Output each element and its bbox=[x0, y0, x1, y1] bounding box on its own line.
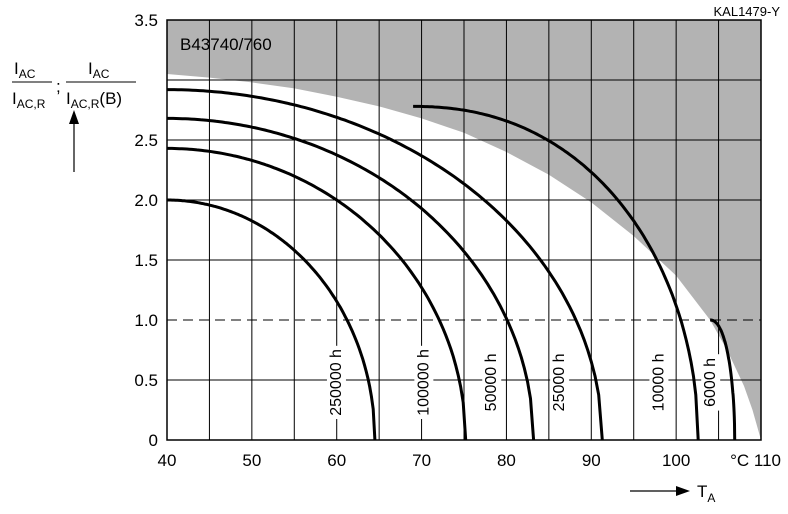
curve-label-bg bbox=[701, 354, 721, 411]
plot-frame bbox=[166, 19, 762, 441]
forbidden-region bbox=[167, 20, 761, 440]
curve-label-250000-h: 250000 h bbox=[328, 349, 345, 416]
x-tick-label: 50 bbox=[242, 451, 261, 470]
x-tick-label: 70 bbox=[412, 451, 431, 470]
y-label-separator: ; bbox=[56, 77, 61, 96]
curve-labels: 250000 h 100000 h 50000 h 25000 h 10000 h 600… bbox=[326, 345, 721, 419]
y-axis-arrow-icon bbox=[69, 110, 79, 124]
x-tick-label: 60 bbox=[327, 451, 346, 470]
y-tick-label: 2.0 bbox=[134, 191, 158, 210]
lifetime-curves bbox=[167, 88, 737, 441]
x-tick-label: 100 bbox=[662, 451, 690, 470]
curve-100000-h bbox=[167, 146, 468, 441]
x-axis-label: TA bbox=[630, 482, 715, 505]
x-tick-label: 90 bbox=[582, 451, 601, 470]
curve-250000-h bbox=[167, 198, 377, 441]
curve-6000-h bbox=[710, 318, 737, 441]
curve-10000-h bbox=[413, 104, 700, 441]
y-tick-labels: 0 0.5 1.0 1.5 2.0 2.5 3.5 bbox=[134, 11, 158, 450]
y-tick-label: 1.5 bbox=[134, 251, 158, 270]
y-label-num2: IAC bbox=[88, 59, 110, 81]
y-label-den2: IAC,R(B) bbox=[66, 89, 122, 111]
y-tick-label: 2.5 bbox=[134, 131, 158, 150]
curve-label-bg bbox=[649, 350, 669, 415]
x-tick-label: 80 bbox=[497, 451, 516, 470]
curve-50000-h bbox=[167, 116, 536, 441]
chart-title: B43740/760 bbox=[180, 35, 272, 54]
curve-label-bg bbox=[482, 350, 502, 415]
x-tick-labels: 40 50 60 70 80 90 100 °C 110 bbox=[158, 451, 781, 470]
x-label-text: TA bbox=[697, 482, 715, 505]
y-tick-label: 1.0 bbox=[134, 311, 158, 330]
x-axis-arrow-icon bbox=[676, 486, 690, 496]
curve-label-bg bbox=[414, 345, 434, 419]
curve-label-10000-h: 10000 h bbox=[650, 353, 667, 411]
x-tick-label: 40 bbox=[158, 451, 177, 470]
y-axis-label: IAC IAC,R ; IAC IAC,R(B) bbox=[12, 59, 136, 172]
y-tick-label: 0.5 bbox=[134, 371, 158, 390]
curve-25000-h bbox=[167, 88, 604, 441]
figure-reference: KAL1479-Y bbox=[714, 4, 781, 19]
curve-label-50000-h: 50000 h bbox=[483, 353, 500, 411]
curve-label-bg bbox=[550, 349, 570, 415]
curve-label-6000-h: 6000 h bbox=[702, 358, 719, 407]
y-tick-label: 0 bbox=[149, 431, 158, 450]
grid bbox=[167, 20, 761, 440]
curve-label-100000-h: 100000 h bbox=[415, 349, 432, 416]
curve-label-bg bbox=[326, 345, 346, 419]
y-label-den1: IAC,R bbox=[12, 89, 46, 111]
y-tick-label: 3.5 bbox=[134, 11, 158, 30]
x-tick-label: °C 110 bbox=[730, 451, 781, 470]
y-label-num1: IAC bbox=[14, 59, 36, 81]
curve-label-25000-h: 25000 h bbox=[551, 353, 568, 411]
